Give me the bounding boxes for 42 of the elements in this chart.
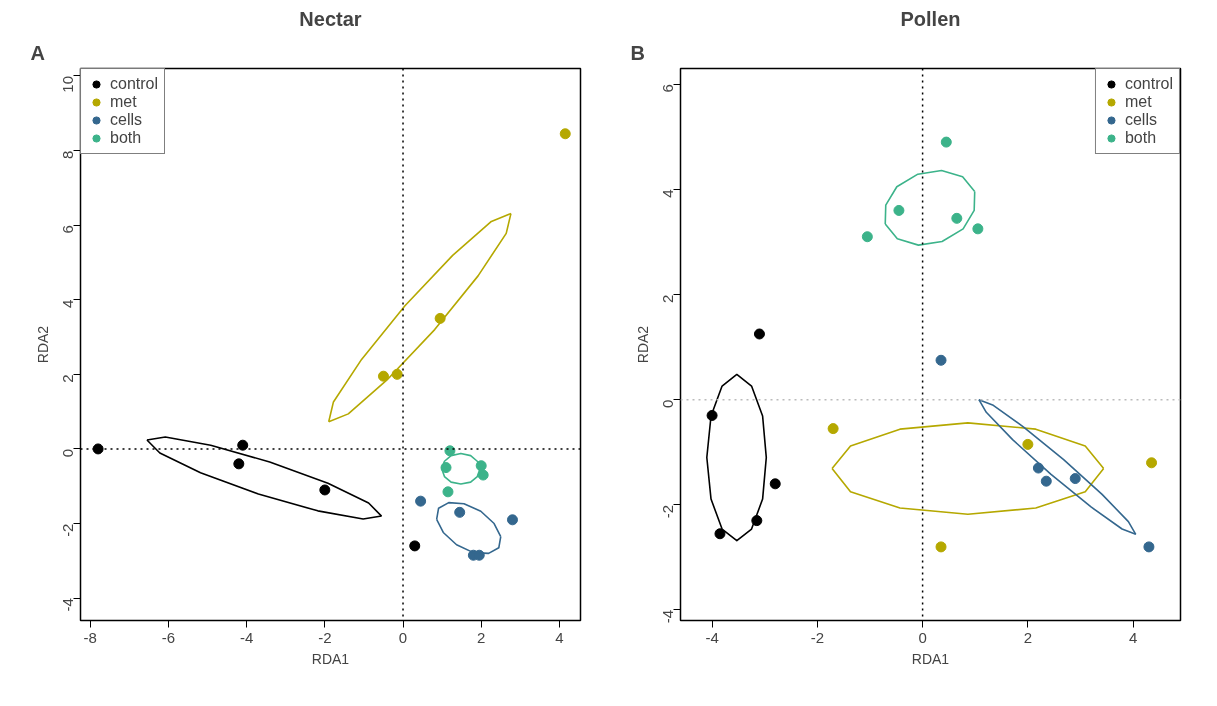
x-tick-label: 0 <box>398 628 408 646</box>
legend-label: both <box>1124 129 1157 147</box>
legend-label: control <box>1124 75 1173 93</box>
x-tick-label: -2 <box>318 628 332 646</box>
y-tick-label: 4 <box>59 299 77 309</box>
y-tick-label: 0 <box>659 399 677 409</box>
chart-title: Pollen <box>900 7 961 30</box>
y-tick-label: -4 <box>659 609 677 624</box>
x-axis-title: RDA1 <box>911 650 950 667</box>
legend-label: control <box>110 75 159 93</box>
text: A <box>30 41 45 64</box>
x-tick-label: -4 <box>705 628 719 646</box>
chart-title: Nectar <box>299 7 362 30</box>
x-tick-label: -8 <box>83 628 97 646</box>
y-axis-title: RDA2 <box>634 325 651 364</box>
x-tick-label: 2 <box>477 628 486 646</box>
legend-label: met <box>110 93 137 111</box>
y-tick-label: 6 <box>659 84 677 93</box>
y-axis-title: RDA2 <box>34 325 51 364</box>
x-tick-label: -6 <box>161 628 176 646</box>
text: B <box>630 41 645 64</box>
y-tick-label: 2 <box>59 374 77 383</box>
y-tick-label: 10 <box>59 75 77 93</box>
y-tick-label: 2 <box>659 294 677 303</box>
y-tick-label: -2 <box>59 523 77 537</box>
x-tick-label: 0 <box>918 628 927 646</box>
y-tick-label: -4 <box>59 598 77 612</box>
y-tick-label: 0 <box>59 448 77 458</box>
x-tick-label: 4 <box>1128 628 1138 646</box>
x-tick-label: 2 <box>1023 628 1033 646</box>
legend-label: met <box>1124 93 1152 111</box>
x-tick-label: 4 <box>555 628 564 646</box>
legend-label: cells <box>110 111 143 129</box>
y-tick-label: 8 <box>59 150 77 159</box>
x-axis-title: RDA1 <box>311 650 350 667</box>
y-tick-label: 4 <box>659 189 677 198</box>
legend-label: cells <box>1124 111 1157 129</box>
x-tick-label: -2 <box>810 628 825 646</box>
x-tick-label: -4 <box>239 628 254 646</box>
y-tick-label: -2 <box>659 504 677 519</box>
y-tick-label: 6 <box>59 225 77 234</box>
legend-label: both <box>110 129 142 147</box>
